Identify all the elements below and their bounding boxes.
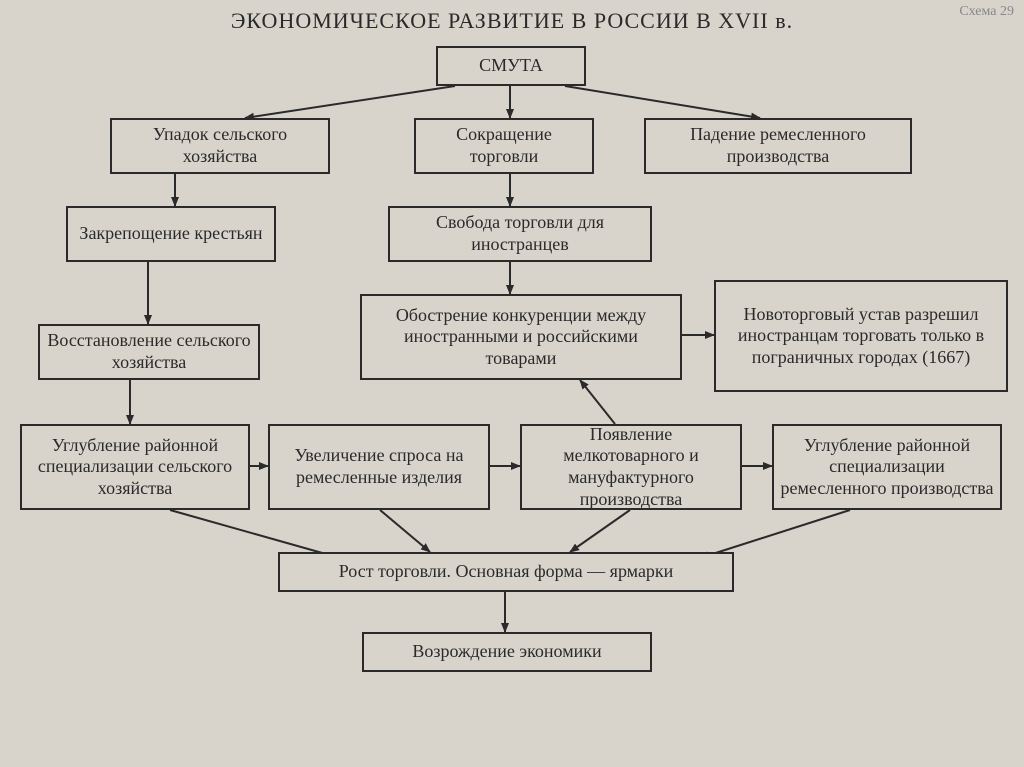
node-sokr: Сокращение торговли: [414, 118, 594, 174]
node-vosst: Восстановление сельского хозяйства: [38, 324, 260, 380]
edge-poyav-to-obostr: [580, 380, 615, 424]
edge-uglub_sx-to-rost: [170, 510, 340, 558]
edge-uglub_rem-to-rost: [700, 510, 850, 558]
edge-smuta-to-upadok: [245, 86, 455, 118]
node-poyav: Появление мелкотоварного и мануфактурног…: [520, 424, 742, 510]
node-svoboda: Свобода торговли для иностранцев: [388, 206, 652, 262]
node-uglub_sx: Углубление районной специализации сельск…: [20, 424, 250, 510]
node-zakrep: Закрепощение крестьян: [66, 206, 276, 262]
node-ustav: Новоторговый устав разрешил иностранцам …: [714, 280, 1008, 392]
edge-poyav-to-rost: [570, 510, 630, 552]
edge-uvel-to-rost: [380, 510, 430, 552]
node-uvel: Увеличение спроса на ремесленные изделия: [268, 424, 490, 510]
node-smuta: СМУТА: [436, 46, 586, 86]
node-uglub_rem: Углубление районной специализации ремесл…: [772, 424, 1002, 510]
node-padenie: Падение ремесленного производства: [644, 118, 912, 174]
edge-smuta-to-padenie: [565, 86, 760, 118]
node-upadok: Упадок сельского хозяйства: [110, 118, 330, 174]
corner-label: Схема 29: [959, 4, 1014, 20]
diagram-title: ЭКОНОМИЧЕСКОЕ РАЗВИТИЕ В РОССИИ В XVII в…: [0, 0, 1024, 34]
node-vozr: Возрождение экономики: [362, 632, 652, 672]
node-obostr: Обострение конкуренции между иностранным…: [360, 294, 682, 380]
node-rost: Рост торговли. Основная форма — ярмарки: [278, 552, 734, 592]
